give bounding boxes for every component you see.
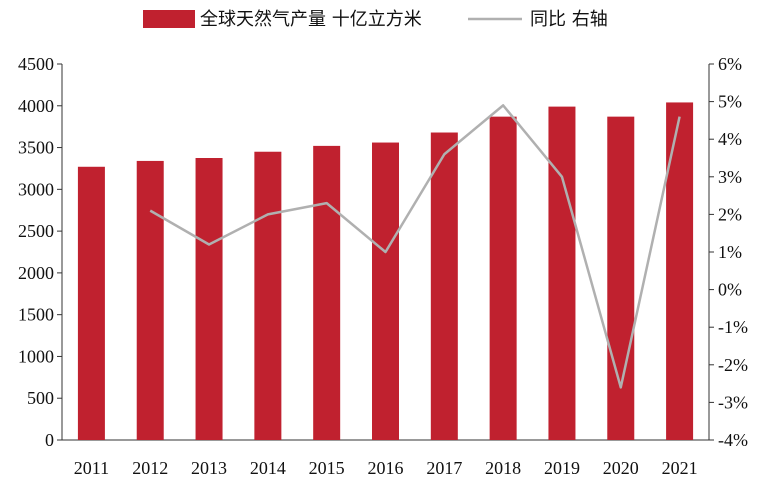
right-tick-label: -4% (718, 430, 748, 450)
line-series (149, 104, 681, 389)
x-tick-label: 2020 (603, 458, 639, 478)
bar (136, 160, 164, 440)
bar (195, 158, 223, 440)
bar (313, 145, 341, 440)
left-tick-label: 1000 (18, 346, 54, 366)
x-tick-label: 2017 (426, 458, 462, 478)
right-tick-label: -2% (718, 355, 748, 375)
x-tick-label: 2012 (132, 458, 168, 478)
legend-label-yoy: 同比 右轴 (530, 9, 608, 30)
x-tick-label: 2014 (250, 458, 286, 478)
bar (430, 132, 458, 440)
bar (548, 106, 576, 440)
yoy-line (149, 104, 681, 389)
left-tick-label: 3000 (18, 179, 54, 199)
left-tick-label: 2500 (18, 221, 54, 241)
x-tick-label: 2018 (485, 458, 521, 478)
bar (489, 116, 517, 440)
bar (77, 166, 105, 441)
bar-series (77, 102, 694, 441)
left-tick-label: 500 (27, 388, 54, 408)
left-tick-label: 1500 (18, 305, 54, 325)
x-tick-label: 2021 (662, 458, 698, 478)
right-tick-label: 4% (718, 129, 742, 149)
left-tick-label: 2000 (18, 263, 54, 283)
right-tick-label: 6% (718, 54, 742, 74)
x-tick-label: 2016 (368, 458, 404, 478)
x-axis-ticks: 2011 2012 2013 2014 2015 2016 2017 2018 2019 2020… (74, 458, 698, 478)
x-tick-label: 2013 (191, 458, 227, 478)
bar (607, 116, 635, 440)
right-axis-ticks: -4% -3% -2% -1% 0% 1% 2% 3% 4% 5% 6% (709, 54, 748, 450)
bar (254, 151, 282, 440)
bar (372, 142, 399, 440)
x-tick-label: 2015 (309, 458, 345, 478)
right-tick-label: 5% (718, 92, 742, 112)
right-tick-label: 0% (718, 280, 742, 300)
right-tick-label: -1% (718, 317, 748, 337)
left-tick-label: 4000 (18, 96, 54, 116)
right-tick-label: 2% (718, 204, 742, 224)
left-tick-label: 0 (45, 430, 54, 450)
legend-swatch-production (143, 10, 195, 28)
right-tick-label: 3% (718, 167, 742, 187)
x-tick-label: 2019 (544, 458, 580, 478)
right-tick-label: 1% (718, 242, 742, 262)
legend-label-production: 全球天然气产量 十亿立方米 (200, 9, 422, 30)
left-tick-label: 3500 (18, 138, 54, 158)
legend: 全球天然气产量 十亿立方米 同比 右轴 (143, 9, 608, 30)
right-tick-label: -3% (718, 392, 748, 412)
bar (666, 102, 694, 441)
left-axis-ticks: 0 500 1000 1500 2000 2500 3000 3500 4000 4500 (18, 54, 62, 450)
left-tick-label: 4500 (18, 54, 54, 74)
x-tick-label: 2011 (74, 458, 109, 478)
